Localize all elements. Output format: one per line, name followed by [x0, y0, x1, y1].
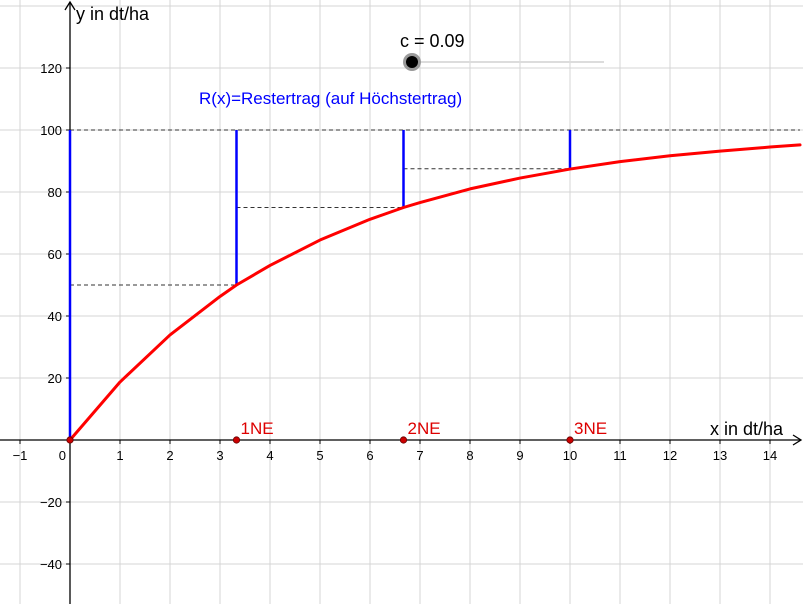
ne-points: 1NE 2NE 3NE	[66, 419, 607, 444]
tick-labels: −1 1 2 3 4 5 6 7 8 9 10 11 12 13 140−40−20204060801001…	[13, 61, 778, 572]
y-tick-label: 120	[40, 61, 62, 76]
x-tick-label: 7	[416, 448, 423, 463]
x-tick-label: 5	[316, 448, 323, 463]
yield-curve-path	[68, 143, 802, 442]
x-tick-label: 1	[116, 448, 123, 463]
ne-point	[399, 436, 408, 444]
x-tick-label: 8	[466, 448, 473, 463]
x-tick-label: 9	[516, 448, 523, 463]
ne-point-label: 3NE	[574, 419, 607, 438]
yield-curve	[68, 143, 802, 442]
remainder-segments	[68, 130, 572, 440]
ne-point-label: 1NE	[241, 419, 274, 438]
y-axis-arrow	[64, 0, 76, 11]
x-axis-title: x in dt/ha	[710, 419, 784, 439]
c-slider[interactable]: c = 0.09	[400, 31, 604, 71]
y-tick-label: 20	[48, 371, 62, 386]
x-tick-label: 13	[713, 448, 727, 463]
x-tick-label: 4	[266, 448, 273, 463]
slider-knob[interactable]	[406, 56, 418, 68]
y-tick-label: 60	[48, 247, 62, 262]
y-tick-label: 40	[48, 309, 62, 324]
dashed-level-lines	[70, 129, 800, 286]
ne-point	[232, 436, 241, 444]
y-tick-label: 80	[48, 185, 62, 200]
ne-point-label: 2NE	[408, 419, 441, 438]
origin-point	[66, 436, 74, 444]
y-tick-label: 100	[40, 123, 62, 138]
x-tick-label: 10	[563, 448, 577, 463]
x-tick-label: 12	[663, 448, 677, 463]
x-axis-arrow	[792, 434, 803, 446]
y-axis-title: y in dt/ha	[76, 4, 150, 24]
slider-label: c = 0.09	[400, 31, 465, 51]
y-tick-label: −40	[40, 557, 62, 572]
x-tick-label: 3	[216, 448, 223, 463]
restertrag-annotation: R(x)=Restertrag (auf Höchstertrag)	[199, 89, 462, 108]
origin-label: 0	[59, 448, 66, 463]
x-tick-label: 14	[763, 448, 777, 463]
x-tick-label: 11	[613, 448, 627, 463]
x-tick-label: 2	[166, 448, 173, 463]
x-tick-label: 6	[366, 448, 373, 463]
y-tick-label: −20	[40, 495, 62, 510]
x-tick-label: −1	[13, 448, 28, 463]
ne-point	[566, 436, 574, 444]
